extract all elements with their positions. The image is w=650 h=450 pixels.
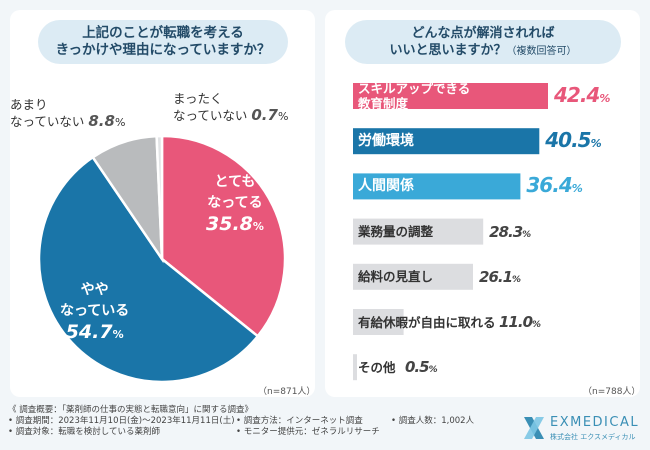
bar-value-4-number: 26.1 xyxy=(479,267,513,286)
bar-n-note: （n=788人） xyxy=(583,387,641,397)
bar-value-1: 40.5% xyxy=(545,128,602,153)
pie-slice-0 xyxy=(160,134,287,338)
bar-question-line-1: どんな点が解消されれば xyxy=(411,25,555,41)
bar-value-2: 36.4% xyxy=(526,173,583,198)
footer-count: • 調査人数：1,002人 xyxy=(391,416,475,426)
bar-value-5-number: 11.0 xyxy=(499,313,533,331)
bar-label-1-line-0: 労働環境 xyxy=(358,132,414,149)
slice-value-amari: 8.8 xyxy=(88,112,115,130)
slice-label-yaya-line-1: やや xyxy=(80,282,109,298)
slice-label-totemo-line-1: とても xyxy=(214,174,256,190)
slice-unit-yaya: % xyxy=(112,328,124,341)
bar-label-4-line-0: 給料の見直し xyxy=(358,269,434,285)
bar-value-1-unit: % xyxy=(590,137,602,151)
bar-question: どんな点が解消されれば いいと思いますか？（複数回答可） xyxy=(345,20,621,64)
bar-6 xyxy=(353,354,357,381)
slice-unit-mattaku: % xyxy=(277,110,289,123)
slice-label-amari-line-2-text: なっていない xyxy=(10,114,85,129)
footer-target: • 調査対象：転職を検討している薬剤師 xyxy=(8,427,160,437)
slice-label-amari-line-1: あまり xyxy=(10,97,48,112)
bar-value-2-unit: % xyxy=(571,182,583,196)
bar-label-3-line-0: 業務量の調整 xyxy=(358,224,434,240)
bar-label-5-line-0: 有給休暇が自由に取れる xyxy=(358,314,496,330)
bar-value-5-unit: % xyxy=(532,320,541,330)
exmedical-logo-icon xyxy=(524,417,544,439)
bar-label-4: 給料の見直し xyxy=(358,269,433,284)
pie-question-line-1: 上記のことが転職を考える xyxy=(82,25,244,41)
pie-slice-3 xyxy=(155,134,164,260)
bar-value-3-number: 28.3 xyxy=(489,222,523,241)
footer-provider: • モニター提供元：ゼネラルリサーチ xyxy=(236,427,380,437)
bar-question-line-2-text: いいと思いますか？ xyxy=(389,42,507,58)
bar-value-4: 26.1% xyxy=(479,267,521,286)
slice-value-totemo: 35.8 xyxy=(206,213,253,235)
bar-label-1: 労働環境 xyxy=(358,132,414,149)
slice-label-amari: あまり なっていない 8.8% xyxy=(10,96,125,131)
pie-panel: 上記のことが転職を考える きっかけや理由になっていますか？ あまり なっていない… xyxy=(10,10,315,397)
slice-label-totemo: とても なってる 35.8% xyxy=(206,172,264,237)
pie-n-note: （n=871人） xyxy=(258,387,316,397)
bar-question-line-2: いいと思いますか？（複数回答可） xyxy=(389,42,576,60)
logo-sub: 株式会社 エクスメディカル xyxy=(550,433,636,441)
bar-value-2-number: 36.4 xyxy=(526,173,572,198)
bar-label-0: スキルアップできる 教育制度 xyxy=(358,81,470,111)
bar-label-6: その他 xyxy=(358,360,396,375)
footer-method: • 調査方法：インターネット調査 xyxy=(236,416,363,426)
bar-value-6-unit: % xyxy=(428,365,438,376)
pie-chart xyxy=(37,134,287,384)
slice-unit-totemo: % xyxy=(252,220,264,233)
bar-value-6-number: 0.5 xyxy=(405,358,430,377)
bar-label-6-line-0: その他 xyxy=(358,359,396,375)
bar-value-3-unit: % xyxy=(522,229,531,240)
slice-label-mattaku-line-2-text: なっていない xyxy=(173,108,248,123)
slice-value-yaya: 54.7 xyxy=(65,321,113,343)
bar-2 xyxy=(353,173,521,200)
bar-value-3: 28.3% xyxy=(489,222,531,241)
slice-value-totemo-wrap: 35.8% xyxy=(206,214,264,237)
bar-0 xyxy=(353,83,548,109)
bar-label-2-line-0: 人間関係 xyxy=(358,177,414,194)
bar-3 xyxy=(353,218,484,245)
slice-label-amari-line-2: なっていない 8.8% xyxy=(10,113,125,131)
slice-value-yaya-wrap: 54.7% xyxy=(60,322,129,345)
slice-label-yaya: やや なっている 54.7% xyxy=(60,280,129,345)
bar-value-0-number: 42.4 xyxy=(554,83,600,107)
pie-slice-1 xyxy=(37,155,260,384)
bar-4 xyxy=(353,263,473,290)
bar-label-3: 業務量の調整 xyxy=(358,224,433,239)
slice-label-totemo-line-2: なってる xyxy=(207,195,263,211)
bar-1 xyxy=(353,128,540,155)
bar-5 xyxy=(353,309,404,335)
slice-label-mattaku-line-2: なっていない 0.7% xyxy=(173,107,288,125)
slice-unit-amari: % xyxy=(114,116,126,129)
bar-label-5: 有給休暇が自由に取れる xyxy=(358,315,496,330)
bar-label-2: 人間関係 xyxy=(358,177,414,194)
footer-period: • 調査期間：2023年11月10日(金)～2023年11月11日(土) xyxy=(8,416,235,426)
slice-label-mattaku-line-1: まったく xyxy=(173,91,223,106)
bar-value-4-unit: % xyxy=(512,274,521,285)
pie-question: 上記のことが転職を考える きっかけや理由になっていますか？ xyxy=(38,20,288,64)
slice-label-yaya-line-2: なっている xyxy=(60,303,130,319)
bar-value-6: 0.5% xyxy=(405,358,438,377)
pie-question-line-2: きっかけや理由になっていますか？ xyxy=(55,42,271,58)
bar-value-1-number: 40.5 xyxy=(545,128,591,153)
bar-value-5: 11.0% xyxy=(499,313,541,331)
bar-label-0-line-0: スキルアップできる xyxy=(358,81,471,96)
slice-value-mattaku: 0.7 xyxy=(251,106,278,124)
slice-label-mattaku: まったく なっていない 0.7% xyxy=(173,90,288,125)
company-logo: EXMEDICAL 株式会社 エクスメディカル xyxy=(522,413,642,443)
bar-label-0-line-1: 教育制度 xyxy=(358,96,409,111)
bar-value-0: 42.4% xyxy=(554,83,610,107)
bar-value-0-unit: % xyxy=(599,92,610,105)
logo-name: EXMEDICAL xyxy=(550,415,640,430)
bar-question-note: （複数回答可） xyxy=(506,45,577,57)
bar-panel: どんな点が解消されれば いいと思いますか？（複数回答可） スキルアップできる 教育… xyxy=(325,10,640,397)
footer-title: 《 調査概要：「薬剤師の仕事の実態と転職意向」に関する調査》 xyxy=(8,405,253,415)
bar-chart xyxy=(353,83,548,381)
